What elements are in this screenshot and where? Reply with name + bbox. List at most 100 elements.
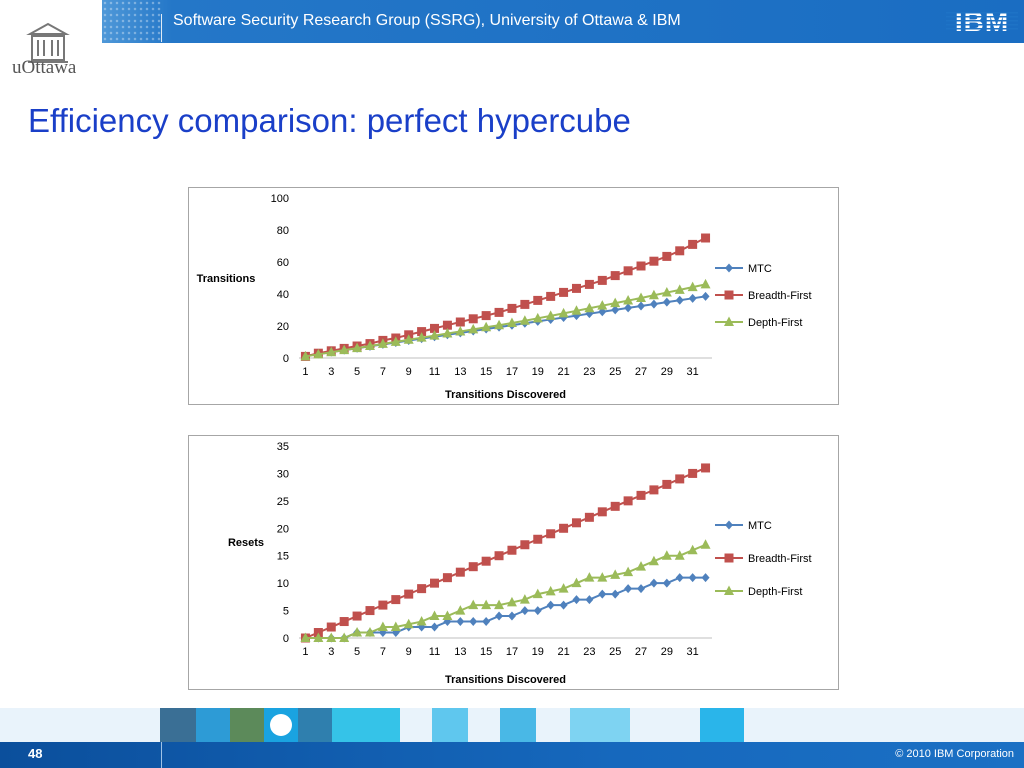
data-point bbox=[688, 468, 698, 478]
data-point bbox=[313, 348, 324, 359]
data-point bbox=[636, 561, 647, 571]
header-title: Software Security Research Group (SSRG),… bbox=[173, 12, 681, 29]
data-point bbox=[688, 573, 697, 583]
data-point bbox=[610, 297, 621, 308]
data-point bbox=[429, 330, 440, 340]
university-building-icon bbox=[26, 22, 70, 63]
data-point bbox=[390, 336, 401, 346]
data-point bbox=[469, 617, 478, 627]
data-point bbox=[610, 501, 620, 511]
footer-decoration bbox=[160, 708, 744, 742]
series-line bbox=[305, 576, 706, 639]
data-point bbox=[390, 621, 401, 632]
data-point bbox=[506, 317, 517, 327]
resets-chart: 0 5 10 15 20 25 30 35 1 3 5 7 9 11 13 15 17 19 21 23 25 27 29 3… bbox=[188, 435, 839, 690]
data-point bbox=[546, 529, 556, 539]
y-tick-label: 0 bbox=[283, 633, 289, 645]
series-depth-first bbox=[300, 539, 711, 642]
university-logo-text: uOttawa bbox=[12, 57, 77, 78]
data-point bbox=[468, 323, 479, 334]
data-point bbox=[661, 287, 672, 297]
data-point bbox=[584, 572, 595, 582]
data-point bbox=[364, 340, 375, 350]
data-point bbox=[687, 281, 698, 292]
x-tick-label: 13 bbox=[454, 366, 466, 378]
data-point bbox=[507, 611, 516, 621]
data-point bbox=[701, 291, 710, 301]
legend-marker bbox=[725, 263, 733, 273]
data-point bbox=[611, 589, 620, 599]
data-point bbox=[430, 578, 440, 588]
data-point bbox=[339, 344, 350, 355]
data-point bbox=[701, 573, 710, 583]
data-point bbox=[494, 307, 504, 317]
x-tick-label: 27 bbox=[635, 366, 647, 378]
x-tick-label: 23 bbox=[583, 366, 595, 378]
x-axis-title: Transitions Discovered bbox=[445, 674, 566, 686]
x-axis-title: Transitions Discovered bbox=[445, 389, 566, 401]
legend-label: MTC bbox=[748, 520, 772, 532]
series-depth-first bbox=[300, 278, 711, 361]
data-point bbox=[326, 632, 337, 642]
data-point bbox=[378, 600, 388, 610]
data-point bbox=[494, 319, 505, 330]
data-point bbox=[494, 599, 505, 610]
x-tick-label: 31 bbox=[687, 646, 699, 658]
data-point bbox=[533, 606, 542, 616]
x-tick-label: 7 bbox=[380, 366, 386, 378]
data-point bbox=[610, 569, 621, 579]
data-point bbox=[494, 551, 504, 561]
copyright-text: © 2010 IBM Corporation bbox=[895, 748, 1014, 760]
data-point bbox=[430, 622, 439, 632]
data-point bbox=[507, 545, 517, 555]
data-point bbox=[300, 632, 311, 642]
data-point bbox=[403, 334, 414, 344]
data-point bbox=[636, 292, 647, 302]
data-point bbox=[326, 346, 337, 357]
data-point bbox=[545, 585, 556, 596]
data-point bbox=[365, 606, 375, 616]
footer-separator bbox=[161, 742, 162, 768]
data-point bbox=[442, 328, 453, 338]
series-line bbox=[305, 467, 706, 639]
data-point bbox=[352, 342, 363, 353]
header-pattern bbox=[102, 0, 162, 43]
x-tick-label: 25 bbox=[609, 366, 621, 378]
data-point bbox=[624, 303, 633, 313]
data-point bbox=[597, 275, 607, 285]
data-point bbox=[701, 463, 711, 473]
data-point bbox=[662, 251, 672, 261]
y-tick-label: 80 bbox=[277, 225, 289, 237]
y-tick-label: 40 bbox=[277, 289, 289, 301]
x-tick-label: 25 bbox=[609, 646, 621, 658]
data-point bbox=[675, 474, 685, 484]
data-point bbox=[648, 555, 659, 566]
data-point bbox=[636, 490, 646, 500]
data-point bbox=[352, 627, 363, 637]
data-point bbox=[584, 302, 595, 313]
data-point bbox=[532, 588, 543, 599]
series-mtc bbox=[301, 291, 710, 361]
data-point bbox=[495, 611, 504, 621]
data-point bbox=[649, 299, 658, 309]
data-point bbox=[481, 599, 492, 610]
data-point bbox=[468, 599, 479, 610]
data-point bbox=[597, 572, 608, 582]
data-point bbox=[455, 567, 465, 577]
data-point bbox=[662, 578, 671, 588]
data-point bbox=[700, 539, 711, 549]
data-point bbox=[481, 556, 491, 566]
data-point bbox=[571, 283, 581, 293]
data-point bbox=[584, 512, 594, 522]
data-point bbox=[687, 544, 698, 555]
y-tick-label: 10 bbox=[277, 578, 289, 590]
data-point bbox=[559, 287, 569, 297]
x-tick-label: 15 bbox=[480, 646, 492, 658]
data-point bbox=[377, 338, 388, 348]
data-point bbox=[637, 301, 646, 311]
data-point bbox=[584, 279, 594, 289]
data-point bbox=[701, 233, 711, 243]
x-tick-label: 9 bbox=[406, 366, 412, 378]
